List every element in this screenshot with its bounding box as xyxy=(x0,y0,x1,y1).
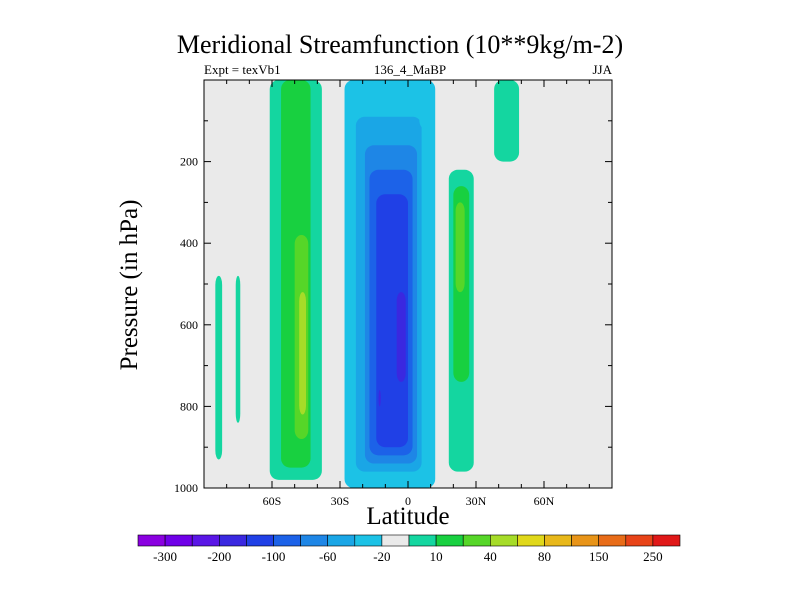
colorbar-swatch xyxy=(191,534,220,547)
y-tick-label: 1000 xyxy=(174,481,198,495)
contour-region xyxy=(215,275,223,460)
colorbar-swatch xyxy=(517,534,545,547)
colorbar-swatch xyxy=(300,534,329,547)
x-tick-label: 30S xyxy=(331,494,350,508)
y-tick-label: 600 xyxy=(180,318,198,332)
y-tick-label: 400 xyxy=(180,236,198,250)
colorbar-swatch xyxy=(489,534,518,547)
colorbar-label: 40 xyxy=(484,549,497,564)
axis-layer: 60S 30S 0 30N 60N 200 400 600 800 1000 xyxy=(174,80,612,508)
colorbar-label: 80 xyxy=(538,549,551,564)
contour-region xyxy=(494,80,520,162)
y-tick-label: 800 xyxy=(180,399,198,413)
x-tick-label: 0 xyxy=(405,494,411,508)
contour-region xyxy=(376,194,408,448)
contour-region xyxy=(235,275,241,423)
colorbar-swatch xyxy=(652,534,681,547)
colorbar-swatch xyxy=(381,534,410,547)
season-label: JJA xyxy=(592,62,612,77)
case-label: 136_4_MaBP xyxy=(373,62,447,77)
colorbar-swatch xyxy=(571,534,599,547)
colorbar-label: -200 xyxy=(207,549,231,564)
chart-title: Meridional Streamfunction (10**9kg/m-2) xyxy=(176,30,624,59)
colorbar-swatch xyxy=(137,534,166,547)
contour-fill-layer xyxy=(204,80,612,488)
colorbar-swatch xyxy=(435,534,464,547)
colorbar-label: -20 xyxy=(373,549,390,564)
colorbar-label: -100 xyxy=(262,549,286,564)
x-axis-label: Latitude xyxy=(366,503,450,530)
colorbar-swatch xyxy=(598,534,627,547)
x-tick-label: 60S xyxy=(263,494,282,508)
colorbar-label: 10 xyxy=(430,549,443,564)
contour-region xyxy=(396,292,406,382)
experiment-label: Expt = texVb1 xyxy=(204,62,281,77)
colorbar-swatch xyxy=(625,534,654,547)
colorbar-swatch xyxy=(327,534,356,547)
x-tick-label: 60N xyxy=(534,494,555,508)
colorbar-swatch xyxy=(219,534,247,547)
colorbar-swatch xyxy=(544,534,572,547)
colorbar-swatch xyxy=(354,534,383,547)
contour-region xyxy=(249,251,254,488)
colorbar: -300 -200 -100 -60 -20 10 40 80 150 250 xyxy=(137,534,681,564)
contour-region xyxy=(455,202,465,293)
colorbar-label: -60 xyxy=(319,549,336,564)
colorbar-label: -300 xyxy=(153,549,177,564)
x-tick-label: 30N xyxy=(466,494,487,508)
colorbar-swatch xyxy=(246,534,274,547)
colorbar-swatch xyxy=(164,534,193,547)
colorbar-label: 250 xyxy=(643,549,663,564)
contour-region xyxy=(299,292,306,415)
contour-region xyxy=(419,80,431,129)
colorbar-swatch xyxy=(408,534,437,547)
colorbar-swatch xyxy=(462,534,491,547)
colorbar-label: 150 xyxy=(589,549,609,564)
y-tick-label: 200 xyxy=(180,155,198,169)
contour-region xyxy=(378,390,381,407)
colorbar-swatch xyxy=(273,534,301,547)
